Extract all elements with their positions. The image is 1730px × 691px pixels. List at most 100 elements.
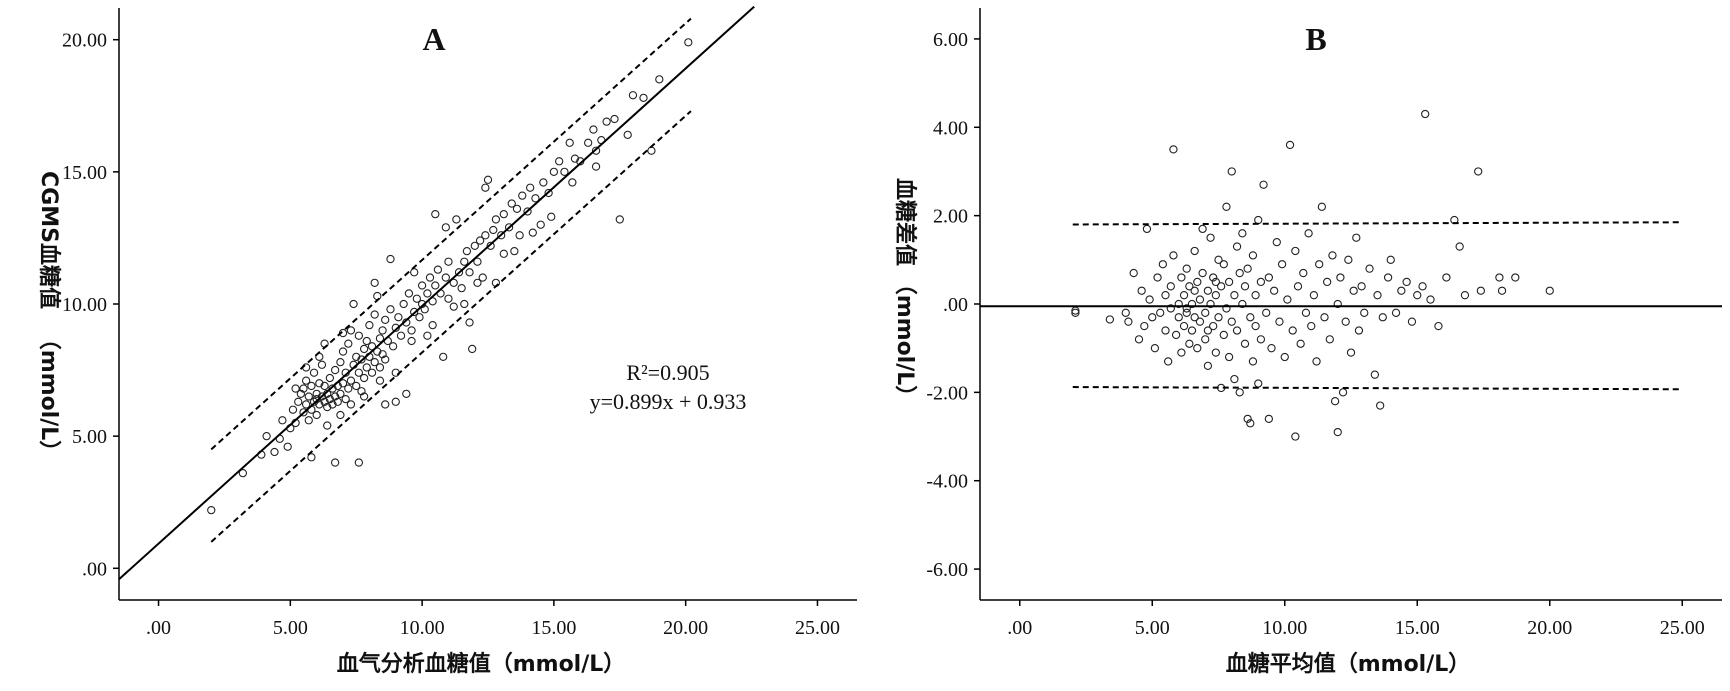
data-point [412, 294, 421, 303]
data-point [504, 223, 514, 232]
data-point [1243, 264, 1252, 273]
x-tick-label: 15.00 [531, 617, 576, 639]
x-tick-label: 5.00 [273, 617, 308, 639]
data-point [602, 117, 611, 126]
data-point [336, 410, 345, 420]
y-tick-label: .00 [82, 558, 107, 580]
x-tick-label: 20.00 [1527, 617, 1572, 639]
data-point [1161, 326, 1170, 335]
data-point [1209, 273, 1218, 282]
data-point [1352, 233, 1361, 242]
data-point [470, 241, 479, 251]
data-point [1264, 273, 1273, 282]
data-point [1397, 286, 1406, 295]
data-point [346, 400, 356, 409]
y-tick-label: 5.00 [72, 426, 107, 448]
data-point [423, 289, 432, 298]
data-point [623, 130, 632, 140]
data-point [468, 344, 477, 354]
data-point [460, 299, 469, 309]
data-point [1214, 313, 1223, 322]
data-point [1230, 291, 1239, 300]
data-point [536, 220, 545, 229]
data-point [1232, 242, 1242, 251]
data-point [301, 400, 311, 409]
data-point [333, 397, 342, 406]
data-point [1201, 308, 1210, 317]
data-point [1254, 379, 1263, 388]
data-point [312, 389, 321, 399]
x-tick-label: .00 [1007, 617, 1032, 639]
data-point [1203, 326, 1213, 335]
data-point [510, 246, 519, 256]
data-point [1251, 321, 1260, 331]
data-point [1349, 286, 1358, 295]
x-tick-label: 25.00 [1660, 617, 1705, 639]
data-point [1238, 299, 1247, 309]
data-point [315, 379, 324, 388]
data-point [370, 310, 379, 319]
panel-a: A .00 5.00 10.00 15.00 20.00 .00 5.00 10.00 15.… [36, 5, 857, 677]
data-point [307, 381, 316, 391]
data-point [431, 281, 440, 290]
data-point [1166, 282, 1175, 291]
prediction-lower-line [210, 110, 692, 543]
data-point [1201, 335, 1210, 344]
data-point [394, 313, 403, 322]
data-point [1455, 242, 1464, 251]
data-point [1267, 344, 1276, 353]
data-point [1164, 357, 1173, 366]
data-point [320, 381, 329, 391]
data-point [375, 363, 385, 372]
data-point [370, 357, 379, 367]
data-point [1262, 308, 1271, 317]
data-point [410, 268, 419, 277]
data-point [359, 344, 369, 354]
data-point [317, 360, 327, 369]
x-tick-label: .00 [146, 617, 171, 639]
data-point [1426, 295, 1435, 304]
data-point [460, 257, 469, 266]
data-point [420, 305, 429, 314]
data-point [1235, 388, 1244, 397]
data-point [1177, 348, 1186, 357]
panel-b-title: B [1305, 21, 1326, 57]
data-point [499, 209, 508, 219]
data-point [388, 342, 398, 351]
data-point [549, 167, 559, 177]
data-point [1222, 202, 1231, 211]
data-point [1511, 273, 1520, 282]
data-point [1246, 419, 1255, 428]
data-point [328, 400, 337, 409]
data-point [1211, 291, 1220, 300]
data-point [1137, 286, 1146, 295]
data-point [1232, 326, 1242, 335]
data-point [344, 339, 353, 348]
panel-a-y-ticks: .00 5.00 10.00 15.00 20.00 [62, 30, 119, 580]
data-point [1195, 317, 1205, 326]
data-point [1293, 282, 1303, 291]
data-point [449, 278, 458, 288]
data-point [1277, 260, 1287, 269]
data-point [349, 299, 358, 309]
data-point [330, 458, 340, 467]
data-point [270, 447, 279, 457]
data-point [386, 254, 395, 264]
data-point [526, 183, 535, 192]
data-point [1330, 397, 1340, 406]
data-point [1156, 308, 1165, 317]
data-point [1545, 286, 1554, 295]
data-point [309, 397, 319, 406]
data-point [1421, 109, 1430, 119]
panel-b-y-axis-unit: （mmol/L） [892, 273, 917, 408]
data-point [1230, 374, 1239, 384]
panel-b-x-axis-label: 血糖平均值（mmol/L） [1226, 651, 1471, 677]
panel-a-lines [118, 5, 755, 581]
data-point [1272, 237, 1281, 247]
data-point [1211, 348, 1220, 357]
data-point [473, 257, 482, 266]
data-point [370, 278, 379, 288]
data-point [1195, 295, 1205, 304]
data-point [375, 334, 385, 343]
x-tick-label: 5.00 [1135, 617, 1170, 639]
